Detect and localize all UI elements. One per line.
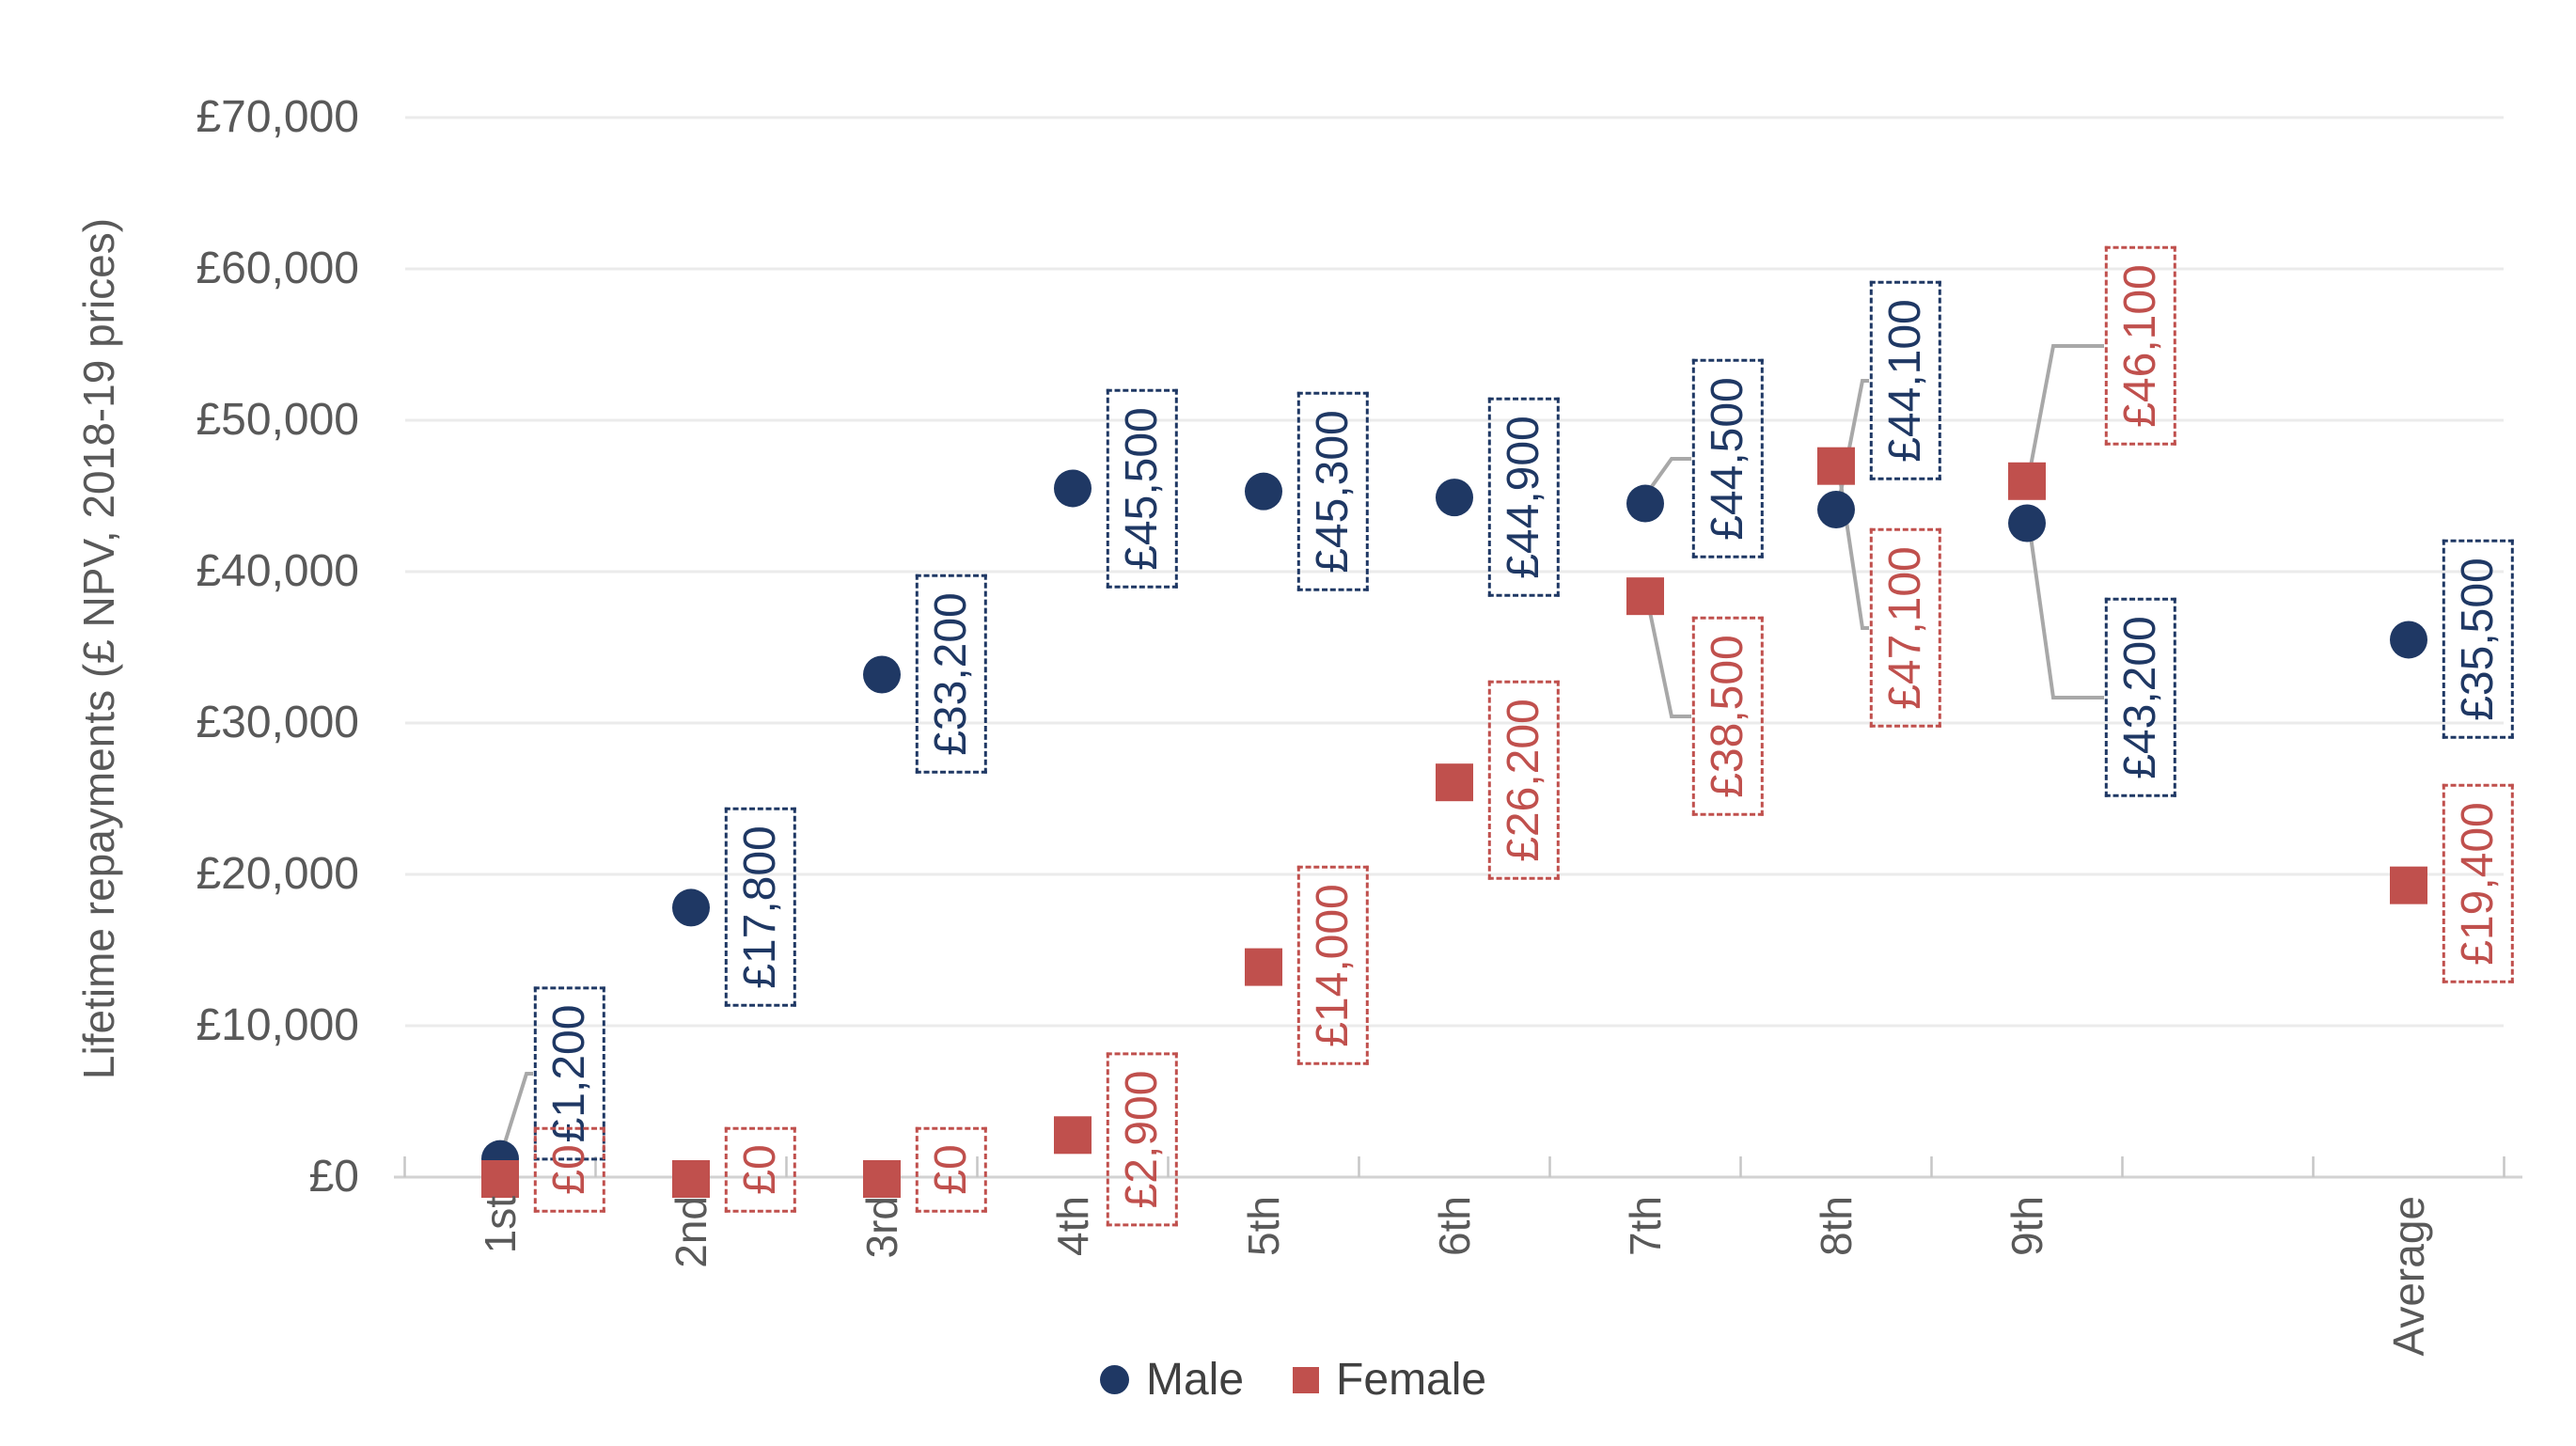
label-leader-line [1647, 457, 1691, 492]
x-category-label: Average [2384, 1196, 2433, 1357]
female-data-label-average: £19,400 [2442, 784, 2515, 983]
x-category-label: 9th [2003, 1196, 2051, 1256]
female-data-label-8th: £47,100 [1869, 528, 1942, 728]
female-marker-4th [1054, 1116, 1092, 1155]
y-tick-label: £40,000 [196, 546, 359, 596]
x-category-label: 6th [1430, 1196, 1479, 1256]
female-marker-8th [1817, 447, 1855, 485]
x-category-label: 5th [1239, 1196, 1288, 1256]
male-data-label-5th: £45,300 [1296, 392, 1370, 591]
female-marker-7th [1626, 577, 1664, 616]
label-leader-line [2029, 536, 2104, 699]
x-category-label: 8th [1812, 1196, 1861, 1256]
male-data-label-4th: £45,500 [1106, 389, 1179, 589]
male-marker-7th [1626, 484, 1664, 523]
male-marker-2nd [672, 888, 710, 927]
legend: Male Female [1100, 1354, 1486, 1406]
male-marker-4th [1054, 469, 1092, 508]
x-category-label: 1st [476, 1196, 525, 1254]
y-axis-title: Lifetime repayments (£ NPV, 2018-19 pric… [74, 217, 123, 1080]
legend-item-female: Female [1293, 1354, 1486, 1406]
male-marker-3rd [863, 655, 901, 694]
label-leader-line [502, 1072, 533, 1147]
male-marker-9th [2008, 504, 2046, 542]
male-marker-8th [1817, 490, 1855, 528]
y-tick-label: £30,000 [196, 698, 359, 747]
male-data-label-6th: £44,900 [1487, 398, 1561, 597]
x-category-label: 7th [1621, 1196, 1670, 1256]
male-data-label-3rd: £33,200 [915, 574, 988, 774]
legend-item-male: Male [1100, 1354, 1244, 1406]
x-category-label: 2nd [667, 1196, 715, 1268]
male-marker-5th [1245, 472, 1282, 511]
female-data-label-5th: £14,000 [1296, 866, 1370, 1065]
female-marker-average [2390, 866, 2427, 904]
male-data-label-9th: £43,200 [2104, 598, 2177, 797]
legend-label-female: Female [1336, 1355, 1487, 1405]
y-tick-label: £50,000 [196, 395, 359, 445]
female-data-label-3rd: £0 [915, 1126, 988, 1213]
y-tick-label: £20,000 [196, 849, 359, 899]
x-category-label: 4th [1048, 1196, 1097, 1256]
female-data-label-9th: £46,100 [2104, 246, 2177, 446]
male-data-label-average: £35,500 [2442, 540, 2515, 739]
female-marker-9th [2008, 462, 2046, 500]
female-marker-1st [481, 1160, 519, 1198]
male-marker-6th [1436, 479, 1473, 517]
male-data-label-7th: £44,500 [1691, 359, 1765, 558]
female-marker-5th [1245, 948, 1282, 986]
y-tick-label: £70,000 [196, 92, 359, 142]
legend-label-male: Male [1146, 1355, 1245, 1405]
male-series-circle-icon [1100, 1365, 1129, 1394]
female-marker-6th [1436, 763, 1473, 802]
y-tick-label: £0 [308, 1152, 359, 1202]
female-data-label-2nd: £0 [724, 1126, 797, 1213]
label-leader-line [1838, 477, 1869, 630]
female-data-label-6th: £26,200 [1487, 681, 1561, 880]
male-data-label-8th: £44,100 [1869, 281, 1942, 480]
female-data-label-7th: £38,500 [1691, 617, 1765, 816]
x-category-label: 3rd [857, 1196, 906, 1259]
female-data-label-1st: £0 [533, 1126, 606, 1213]
y-tick-label: £10,000 [196, 1000, 359, 1050]
label-leader-line [2029, 344, 2104, 467]
male-marker-average [2390, 621, 2427, 659]
female-marker-2nd [672, 1160, 710, 1198]
female-series-square-icon [1293, 1366, 1320, 1393]
y-tick-label: £60,000 [196, 244, 359, 293]
female-data-label-4th: £2,900 [1106, 1052, 1179, 1227]
male-data-label-2nd: £17,800 [724, 808, 797, 1007]
female-marker-3rd [863, 1160, 901, 1198]
label-leader-line [1647, 606, 1691, 718]
